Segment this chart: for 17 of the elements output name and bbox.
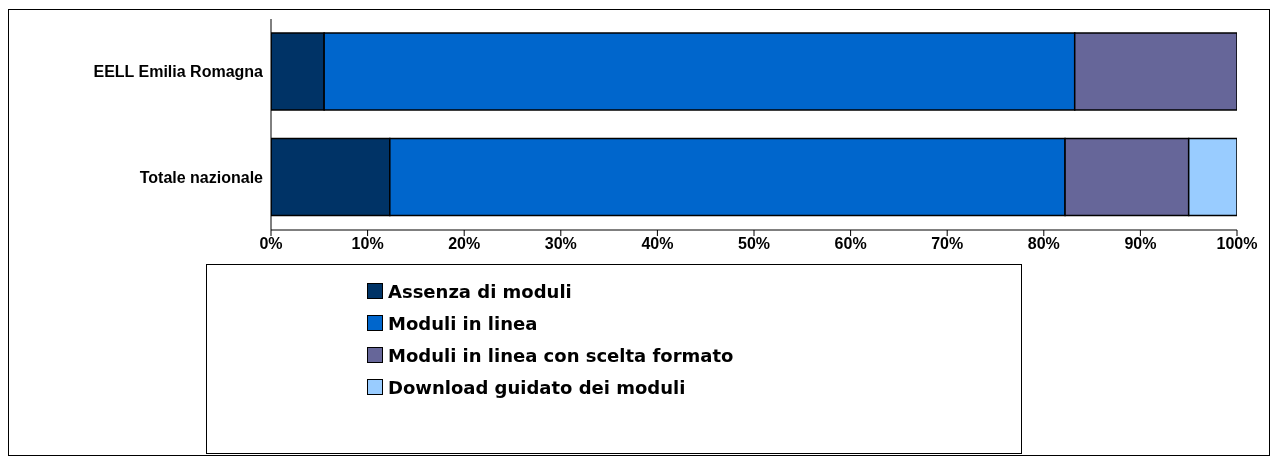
x-tick-label: 0% bbox=[259, 235, 283, 253]
x-tick-label: 80% bbox=[1027, 235, 1060, 253]
x-tick-label: 20% bbox=[448, 235, 481, 253]
legend-label: Moduli in linea bbox=[388, 312, 538, 334]
x-tick-label: 50% bbox=[737, 235, 771, 253]
x-tick-label: 100% bbox=[1216, 235, 1258, 253]
x-tick-label: 40% bbox=[641, 235, 674, 253]
legend-label: Moduli in linea con scelta formato bbox=[388, 344, 734, 366]
legend-label: Download guidato dei moduli bbox=[388, 376, 686, 398]
x-tick-label: 30% bbox=[544, 235, 577, 253]
x-tick-label: 90% bbox=[1124, 235, 1157, 253]
y-tick-label: EELL Emilia Romagna bbox=[93, 63, 264, 81]
x-tick-label: 60% bbox=[834, 235, 867, 253]
legend-label: Assenza di moduli bbox=[388, 280, 572, 302]
x-tick-label: 10% bbox=[351, 235, 384, 253]
y-tick-label: Totale nazionale bbox=[139, 168, 264, 186]
x-tick-label: 70% bbox=[931, 235, 964, 253]
